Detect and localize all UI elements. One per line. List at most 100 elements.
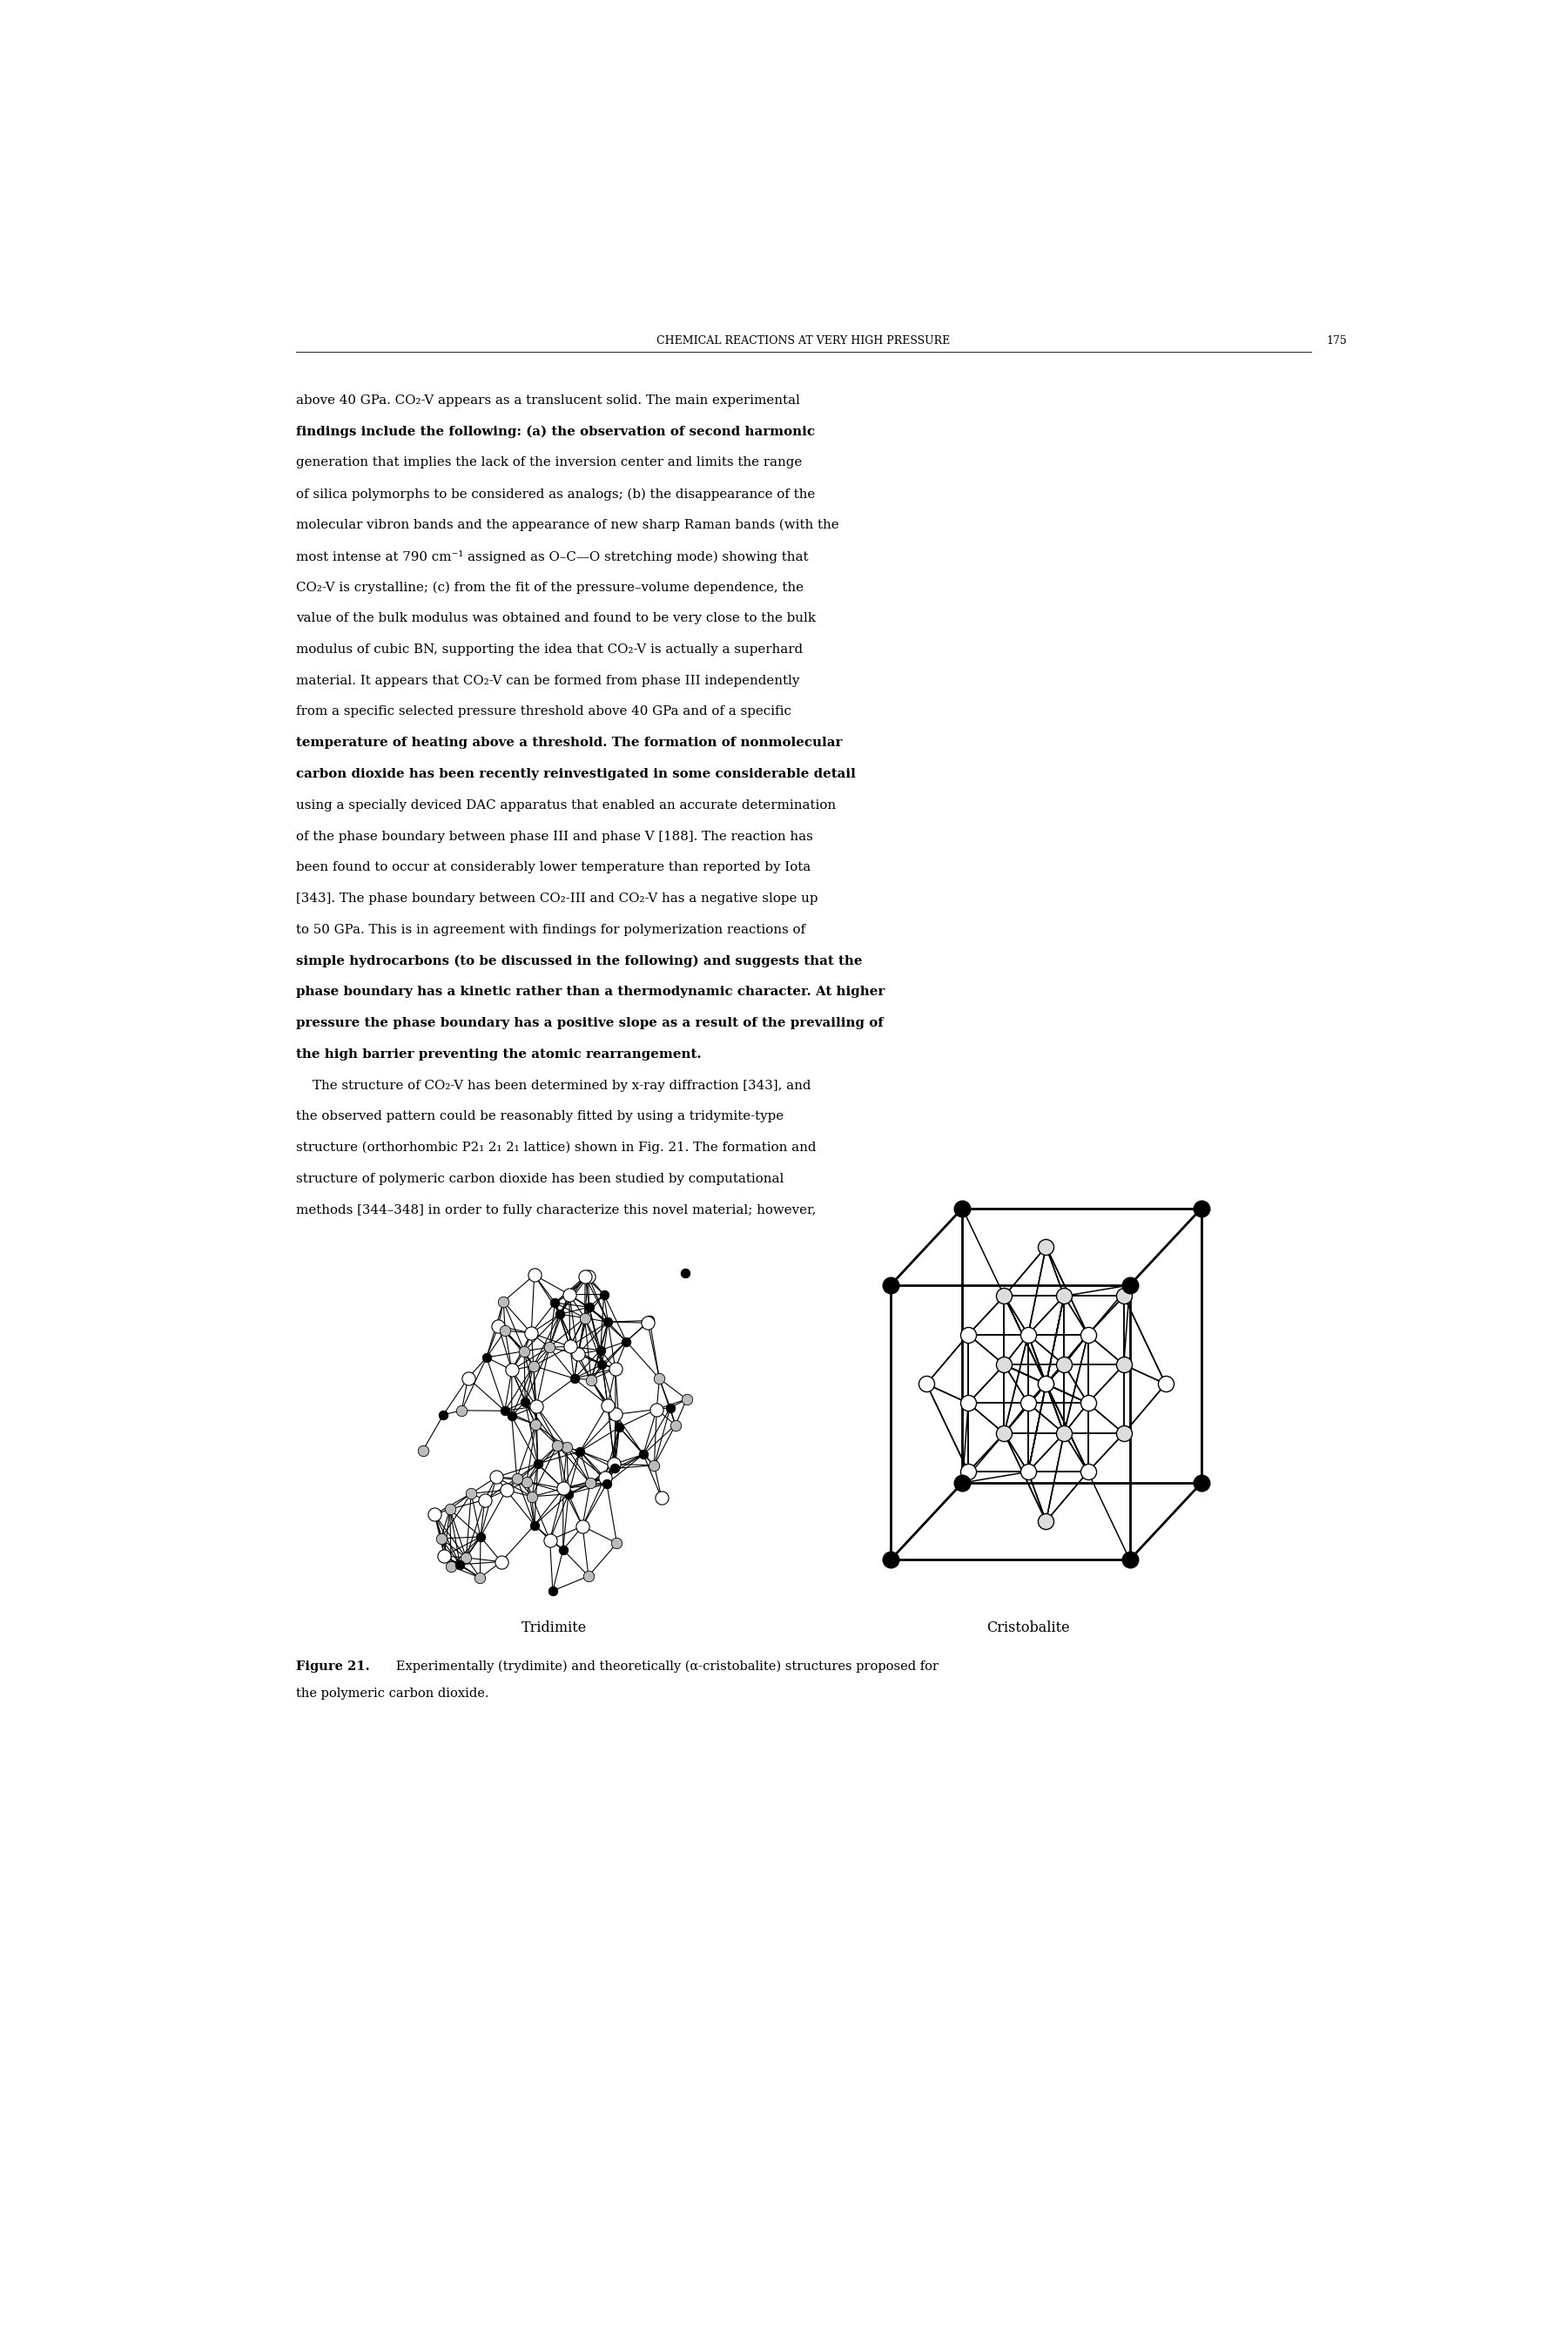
Text: using a specially deviced DAC apparatus that enabled an accurate determination: using a specially deviced DAC apparatus … bbox=[296, 799, 836, 811]
Point bbox=[550, 1469, 575, 1507]
Point bbox=[593, 1460, 618, 1498]
Point bbox=[431, 1396, 456, 1434]
Point bbox=[950, 1190, 975, 1227]
Text: simple hydrocarbons (to be discussed in the following) and suggests that the: simple hydrocarbons (to be discussed in … bbox=[296, 955, 862, 966]
Point bbox=[607, 1408, 632, 1446]
Point bbox=[630, 1436, 655, 1474]
Point bbox=[588, 1331, 613, 1368]
Point bbox=[521, 1347, 546, 1385]
Text: structure of polymeric carbon dioxide has been studied by computational: structure of polymeric carbon dioxide ha… bbox=[296, 1173, 784, 1185]
Point bbox=[1112, 1345, 1137, 1382]
Point bbox=[1052, 1415, 1077, 1453]
Point bbox=[1118, 1540, 1143, 1578]
Point bbox=[604, 1396, 629, 1434]
Point bbox=[1189, 1465, 1214, 1502]
Point bbox=[411, 1432, 436, 1469]
Point bbox=[1112, 1277, 1137, 1314]
Point bbox=[456, 1359, 481, 1396]
Text: pressure the phase boundary has a positive slope as a result of the prevailing o: pressure the phase boundary has a positi… bbox=[296, 1018, 883, 1030]
Point bbox=[1112, 1415, 1137, 1453]
Text: generation that implies the lack of the inversion center and limits the range: generation that implies the lack of the … bbox=[296, 456, 801, 468]
Point bbox=[613, 1324, 638, 1361]
Point bbox=[453, 1540, 478, 1578]
Point bbox=[459, 1474, 485, 1512]
Point bbox=[1016, 1453, 1041, 1491]
Point bbox=[991, 1345, 1016, 1382]
Point bbox=[648, 1359, 673, 1396]
Text: 175: 175 bbox=[1327, 336, 1347, 346]
Text: the high barrier preventing the atomic rearrangement.: the high barrier preventing the atomic r… bbox=[296, 1049, 701, 1060]
Point bbox=[571, 1507, 596, 1545]
Point bbox=[577, 1288, 602, 1326]
Point bbox=[637, 1302, 662, 1340]
Point bbox=[991, 1277, 1016, 1314]
Point bbox=[522, 1255, 547, 1293]
Point bbox=[1016, 1385, 1041, 1422]
Text: the observed pattern could be reasonably fitted by using a tridymite-type: the observed pattern could be reasonably… bbox=[296, 1110, 784, 1124]
Point bbox=[557, 1328, 582, 1366]
Point bbox=[950, 1465, 975, 1502]
Point bbox=[1076, 1453, 1101, 1491]
Point bbox=[431, 1538, 456, 1575]
Point bbox=[1052, 1345, 1077, 1382]
Point bbox=[505, 1460, 530, 1498]
Point bbox=[514, 1462, 539, 1500]
Text: Figure 21.: Figure 21. bbox=[296, 1660, 370, 1672]
Point bbox=[489, 1542, 514, 1580]
Point bbox=[422, 1495, 447, 1533]
Point bbox=[447, 1545, 472, 1582]
Point bbox=[572, 1258, 597, 1295]
Point bbox=[1033, 1502, 1058, 1540]
Point bbox=[491, 1284, 516, 1321]
Point bbox=[602, 1451, 627, 1488]
Point bbox=[1033, 1366, 1058, 1404]
Point bbox=[878, 1540, 903, 1578]
Point bbox=[550, 1531, 575, 1568]
Point bbox=[641, 1446, 666, 1483]
Text: above 40 GPa. CO₂-V appears as a translucent solid. The main experimental: above 40 GPa. CO₂-V appears as a translu… bbox=[296, 395, 800, 407]
Point bbox=[1052, 1277, 1077, 1314]
Text: carbon dioxide has been recently reinvestigated in some considerable detail: carbon dioxide has been recently reinves… bbox=[296, 769, 856, 781]
Point bbox=[1152, 1366, 1178, 1404]
Point bbox=[519, 1479, 544, 1516]
Point bbox=[991, 1415, 1016, 1453]
Point bbox=[448, 1392, 474, 1429]
Text: CO₂-V is crystalline; (c) from the fit of the pressure–volume dependence, the: CO₂-V is crystalline; (c) from the fit o… bbox=[296, 581, 803, 595]
Point bbox=[572, 1300, 597, 1338]
Text: [343]. The phase boundary between CO₂-III and CO₂-V has a negative slope up: [343]. The phase boundary between CO₂-II… bbox=[296, 893, 817, 905]
Text: of the phase boundary between phase III and phase V [188]. The reaction has: of the phase boundary between phase III … bbox=[296, 830, 812, 842]
Text: modulus of cubic BN, supporting the idea that CO₂-V is actually a superhard: modulus of cubic BN, supporting the idea… bbox=[296, 644, 803, 656]
Point bbox=[878, 1267, 903, 1305]
Text: from a specific selected pressure threshold above 40 GPa and of a specific: from a specific selected pressure thresh… bbox=[296, 705, 790, 717]
Text: molecular vibron bands and the appearance of new sharp Raman bands (with the: molecular vibron bands and the appearanc… bbox=[296, 520, 839, 531]
Point bbox=[536, 1328, 561, 1366]
Text: findings include the following: (a) the observation of second harmonic: findings include the following: (a) the … bbox=[296, 426, 814, 437]
Point bbox=[511, 1333, 536, 1371]
Point bbox=[575, 1258, 601, 1295]
Point bbox=[602, 1446, 627, 1483]
Point bbox=[956, 1385, 982, 1422]
Point bbox=[492, 1312, 517, 1349]
Point bbox=[519, 1314, 544, 1352]
Point bbox=[428, 1519, 453, 1556]
Point bbox=[467, 1519, 492, 1556]
Point bbox=[1118, 1267, 1143, 1305]
Point bbox=[544, 1427, 569, 1465]
Text: material. It appears that CO₂-V can be formed from phase III independently: material. It appears that CO₂-V can be f… bbox=[296, 675, 800, 686]
Point bbox=[522, 1507, 547, 1545]
Text: value of the bulk modulus was obtained and found to be very close to the bulk: value of the bulk modulus was obtained a… bbox=[296, 611, 815, 625]
Text: Cristobalite: Cristobalite bbox=[986, 1620, 1069, 1636]
Point bbox=[525, 1446, 550, 1483]
Text: been found to occur at considerably lower temperature than reported by Iota: been found to occur at considerably lowe… bbox=[296, 860, 811, 875]
Point bbox=[1076, 1385, 1101, 1422]
Point bbox=[494, 1472, 519, 1509]
Point bbox=[1033, 1366, 1058, 1404]
Point bbox=[547, 1295, 572, 1333]
Point bbox=[591, 1277, 616, 1314]
Point bbox=[649, 1479, 674, 1516]
Text: of silica polymorphs to be considered as analogs; (b) the disappearance of the: of silica polymorphs to be considered as… bbox=[296, 487, 815, 501]
Point bbox=[577, 1465, 602, 1502]
Point bbox=[590, 1345, 615, 1382]
Point bbox=[492, 1392, 517, 1429]
Text: CHEMICAL REACTIONS AT VERY HIGH PRESSURE: CHEMICAL REACTIONS AT VERY HIGH PRESSURE bbox=[657, 336, 950, 346]
